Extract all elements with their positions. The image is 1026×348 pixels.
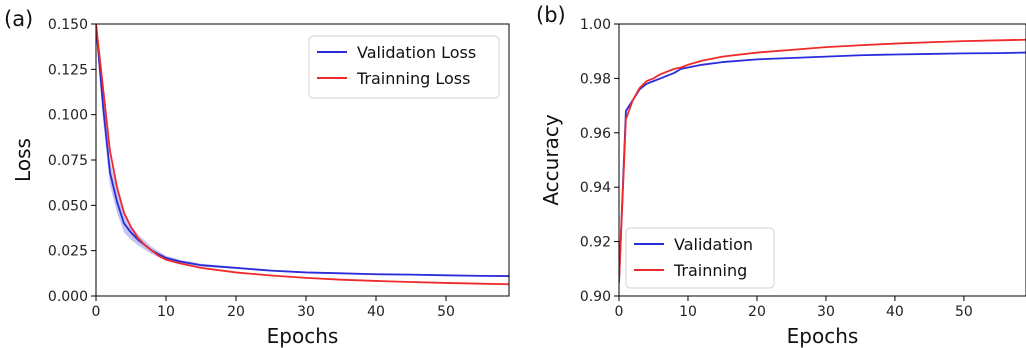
panel-b-xtick-label: 20 bbox=[748, 304, 766, 320]
panel-b-label: (b) bbox=[536, 3, 566, 27]
panel-b-ytick-label: 0.92 bbox=[580, 235, 611, 251]
panel-b-xtick-label: 50 bbox=[955, 304, 973, 320]
panel-a-xtick-label: 0 bbox=[92, 304, 101, 320]
panel-b-ytick-label: 0.90 bbox=[580, 289, 611, 305]
panel-b-legend-label: Trainning bbox=[673, 261, 747, 280]
panel-a-ylabel: Loss bbox=[11, 138, 35, 182]
panel-b-ylabel: Accuracy bbox=[539, 114, 563, 205]
panel-b-xtick-label: 10 bbox=[679, 304, 697, 320]
panel-a-xlabel: Epochs bbox=[267, 324, 339, 348]
panel-a-xtick-label: 30 bbox=[297, 304, 315, 320]
panel-a-ytick-label: 0.075 bbox=[48, 153, 88, 169]
panel-a-line-validation-loss bbox=[96, 24, 509, 277]
panel-a-label: (a) bbox=[4, 7, 33, 31]
panel-a-xtick-label: 10 bbox=[157, 304, 175, 320]
panel-a-ytick-label: 0.125 bbox=[48, 62, 88, 78]
panel-b-legend-label: Validation bbox=[674, 235, 753, 254]
panel-b-xtick-label: 40 bbox=[886, 304, 904, 320]
panel-b-plot-frame bbox=[618, 23, 1026, 297]
panel-b-line-validation bbox=[619, 51, 1026, 283]
panel-a-ytick-label: 0.050 bbox=[48, 198, 88, 214]
panel-a-ytick-label: 0.100 bbox=[48, 108, 88, 124]
panel-a-xtick-label: 40 bbox=[367, 304, 385, 320]
panel-a-xtick-label: 50 bbox=[437, 304, 455, 320]
panel-a-ytick-label: 0.150 bbox=[48, 17, 88, 33]
panel-b-ytick-label: 0.98 bbox=[580, 71, 611, 87]
panel-a-plot-frame bbox=[95, 23, 510, 297]
panel-b-line-trainning bbox=[619, 38, 1026, 283]
panel-b-xtick-label: 0 bbox=[615, 304, 624, 320]
panel-b-xtick-label: 30 bbox=[817, 304, 835, 320]
panel-a-line-trainning-loss bbox=[96, 24, 509, 286]
panel-a-ytick-label: 0.025 bbox=[48, 244, 88, 260]
panel-b-ytick-label: 1.00 bbox=[580, 17, 611, 33]
panel-a-legend-label: Trainning Loss bbox=[356, 69, 470, 88]
panel-b-xlabel: Epochs bbox=[787, 324, 859, 348]
panel-a-legend bbox=[308, 35, 500, 99]
panel-a-legend-label: Validation Loss bbox=[357, 43, 476, 62]
panel-b-ytick-label: 0.96 bbox=[580, 126, 611, 142]
panel-a-xtick-label: 20 bbox=[227, 304, 245, 320]
panel-b-ytick-label: 0.94 bbox=[580, 180, 611, 196]
panel-a-ytick-label: 0.000 bbox=[48, 289, 88, 305]
